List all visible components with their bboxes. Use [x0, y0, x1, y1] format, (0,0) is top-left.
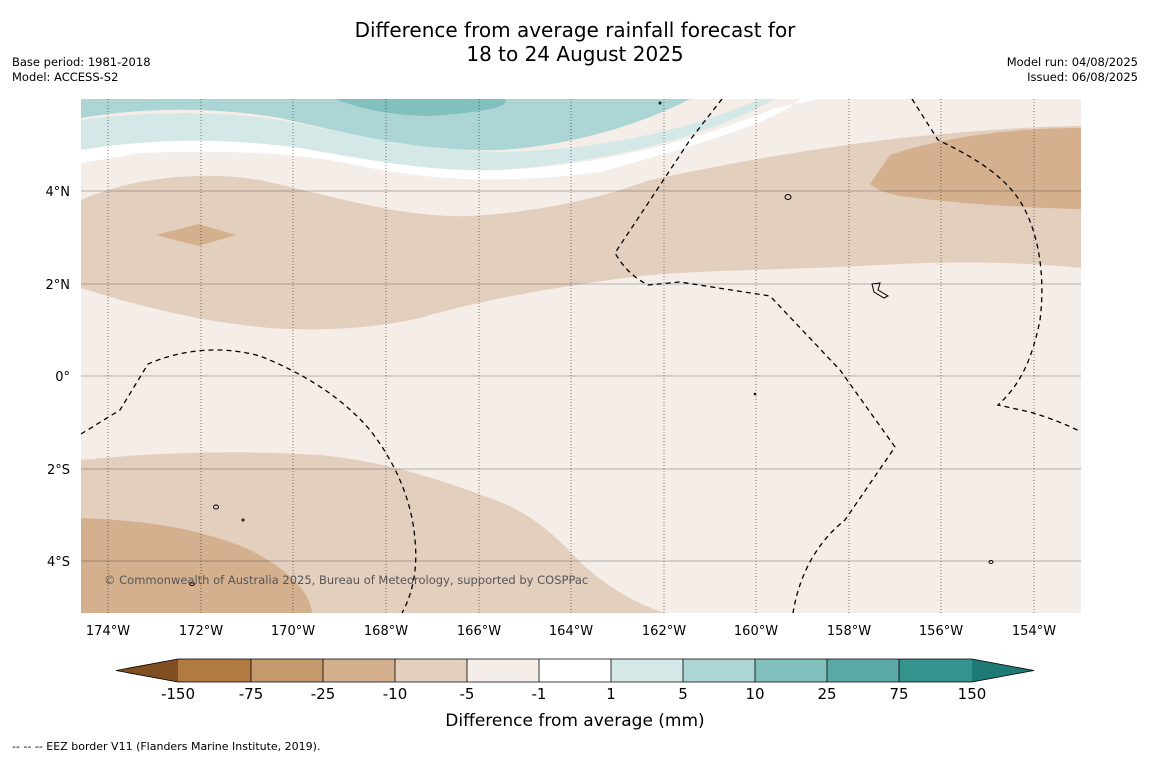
colorbar-tick-label: 150 [958, 685, 987, 703]
colorbar-tick-label: 25 [817, 685, 836, 703]
anomaly-band-plus5 [81, 99, 690, 151]
chart-title: Difference from average rainfall forecas… [0, 18, 1150, 66]
lat-label-2n: 2°N [46, 278, 71, 293]
eez-border-west [81, 349, 417, 613]
colorbar-tick-label: 1 [606, 685, 616, 703]
colorbar-tick-label: -75 [239, 685, 264, 703]
colorbar-tick-label: 10 [745, 685, 764, 703]
colorbar-tick-label: -150 [161, 685, 195, 703]
model-text: Model: ACCESS-S2 [12, 70, 119, 84]
lon-label-170w: 170°W [271, 624, 315, 639]
island-7 [241, 518, 245, 522]
colorbar-swatch-1 [178, 659, 251, 682]
lat-label-4n: 4°N [46, 185, 71, 200]
title-line-1: Difference from average rainfall forecas… [354, 18, 796, 42]
colorbar-tick-label: -1 [532, 685, 547, 703]
island-4 [189, 582, 195, 586]
meta-left: Base period: 1981-2018 Model: ACCESS-S2 [12, 55, 151, 85]
title-line-2: 18 to 24 August 2025 [466, 42, 684, 66]
eez-border-east [911, 99, 1081, 433]
colorbar-swatch-7 [611, 659, 683, 682]
island-1 [784, 194, 792, 200]
latitude-labels: 4°N 2°N 0° 2°S 4°S [46, 185, 71, 570]
rainfall-anomaly-map: © Commonwealth of Australia 2025, Bureau… [46, 99, 1081, 731]
island-6 [658, 101, 662, 105]
lon-label-158w: 158°W [827, 624, 871, 639]
colorbar-swatch-9 [755, 659, 827, 682]
island-2 [871, 282, 890, 299]
anomaly-patch-minus25-diamond [156, 224, 236, 246]
colorbar-swatch-5 [467, 659, 539, 682]
base-period-text: Base period: 1981-2018 [12, 55, 151, 69]
eez-borders [81, 99, 1081, 613]
anomaly-band-minus25-ne [870, 128, 1081, 209]
lon-label-166w: 166°W [457, 624, 501, 639]
longitude-labels: 174°W 172°W 170°W 168°W 166°W 164°W 162°… [86, 624, 1056, 639]
anomaly-band-neutral [81, 99, 820, 180]
anomaly-band-minus25-sw [81, 518, 312, 613]
colorbar-tick-label: -25 [311, 685, 336, 703]
eez-border-central [614, 99, 896, 613]
colorbar-swatch-10 [827, 659, 899, 682]
colorbar-swatch-11 [899, 659, 972, 682]
lat-label-2s: 2°S [47, 463, 70, 478]
colorbar-swatch-8 [683, 659, 755, 682]
island-8 [753, 392, 757, 396]
colorbar-swatch-6 [539, 659, 611, 682]
lon-label-172w: 172°W [179, 624, 223, 639]
meta-right: Model run: 04/08/2025 Issued: 06/08/2025 [1007, 55, 1138, 85]
islands [189, 101, 994, 586]
anomaly-band-plus1 [81, 99, 775, 171]
island-5 [988, 560, 994, 564]
model-run-text: Model run: 04/08/2025 [1006, 55, 1138, 69]
lat-label-4s: 4°S [47, 555, 70, 570]
colorbar-label: Difference from average (mm) [445, 711, 704, 731]
lon-label-162w: 162°W [642, 624, 686, 639]
anomaly-band-minus1-north [81, 99, 1081, 217]
anomaly-band-minus10 [81, 126, 1081, 330]
eez-footnote: -- -- -- EEZ border V11 (Flanders Marine… [12, 740, 321, 753]
colorbar-extend-low [116, 659, 178, 682]
colorbar-swatch-4 [395, 659, 467, 682]
lat-label-0: 0° [55, 370, 70, 385]
issued-text: Issued: 06/08/2025 [1027, 70, 1138, 84]
lon-label-164w: 164°W [549, 624, 593, 639]
copyright-text: © Commonwealth of Australia 2025, Bureau… [104, 573, 588, 587]
lon-label-156w: 156°W [919, 624, 963, 639]
colorbar-extend-high [972, 659, 1034, 682]
colorbar: -150 -75 -25 -10 -5 -1 1 5 10 25 75 150 … [115, 658, 1035, 731]
colorbar-tick-label: -5 [460, 685, 475, 703]
graticule [81, 99, 1081, 613]
colorbar-swatch-3 [323, 659, 395, 682]
colorbar-tick-label: 5 [678, 685, 688, 703]
lon-label-160w: 160°W [734, 624, 778, 639]
map-fill-layer [81, 99, 1081, 613]
lon-label-168w: 168°W [364, 624, 408, 639]
island-3 [213, 504, 219, 510]
colorbar-outline [115, 658, 1035, 683]
anomaly-band-plus10 [335, 99, 506, 116]
lon-label-154w: 154°W [1012, 624, 1056, 639]
colorbar-tick-label: 75 [889, 685, 908, 703]
colorbar-swatch-2 [251, 659, 323, 682]
colorbar-tick-label: -10 [383, 685, 408, 703]
lon-label-174w: 174°W [86, 624, 130, 639]
